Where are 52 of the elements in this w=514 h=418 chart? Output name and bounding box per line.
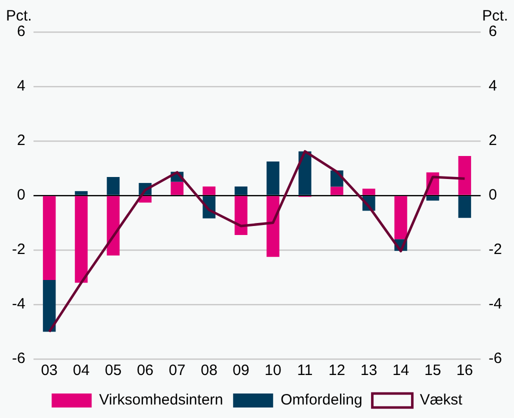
y2-tick-label: -2 (488, 241, 502, 258)
x-tick-label: 13 (360, 362, 378, 380)
x-tick-label: 05 (104, 362, 122, 380)
bar (394, 196, 408, 240)
bar (74, 191, 88, 195)
x-tick-label: 12 (328, 362, 346, 380)
bar (330, 186, 344, 195)
y2-tick-label: 6 (488, 23, 498, 40)
y2-tick-label: 2 (488, 132, 498, 150)
y-tick-label: 4 (16, 78, 26, 95)
bar (266, 161, 280, 195)
y2-axis-title: Pct. (482, 8, 508, 25)
x-tick-label: 15 (424, 362, 442, 380)
y-tick-label: 6 (16, 23, 26, 40)
x-tick-label: 14 (392, 362, 410, 380)
y2-tick-label: 0 (488, 186, 498, 204)
x-tick-label: 03 (40, 362, 58, 380)
bar (106, 196, 120, 256)
bar (106, 176, 120, 195)
x-tick-label: 08 (200, 362, 218, 380)
bar (202, 186, 216, 195)
bar (170, 182, 184, 195)
y-tick-label: 0 (16, 186, 26, 204)
x-tick-label: 16 (456, 362, 474, 380)
y-tick-label: -2 (12, 241, 26, 258)
bar (74, 196, 88, 283)
legend-label: Vækst (420, 392, 464, 409)
bar (42, 280, 56, 332)
y2-tick-label: 4 (488, 78, 498, 95)
legend-label: Omfordeling (280, 392, 362, 409)
x-tick-label: 10 (264, 362, 282, 380)
bar (266, 196, 280, 257)
y-axis-title: Pct. (6, 8, 32, 25)
bar (298, 151, 312, 195)
y-tick-label: -4 (12, 296, 26, 313)
bar (426, 196, 440, 201)
bar (362, 188, 376, 195)
y2-tick-label: -4 (488, 296, 502, 313)
bar (458, 156, 472, 195)
legend-label: Virksomhedsintern (99, 392, 224, 409)
bar (234, 186, 248, 195)
bar (458, 196, 472, 218)
x-tick-label: 06 (136, 362, 154, 380)
bar (234, 196, 248, 236)
x-tick-label: 07 (168, 362, 186, 380)
y-tick-label: 2 (16, 132, 26, 150)
x-tick-label: 11 (297, 362, 313, 380)
y-tick-label: -6 (12, 350, 26, 368)
x-tick-label: 04 (72, 362, 90, 380)
y2-tick-label: -6 (488, 350, 502, 368)
bar (42, 196, 56, 280)
x-tick-label: 09 (232, 362, 250, 380)
